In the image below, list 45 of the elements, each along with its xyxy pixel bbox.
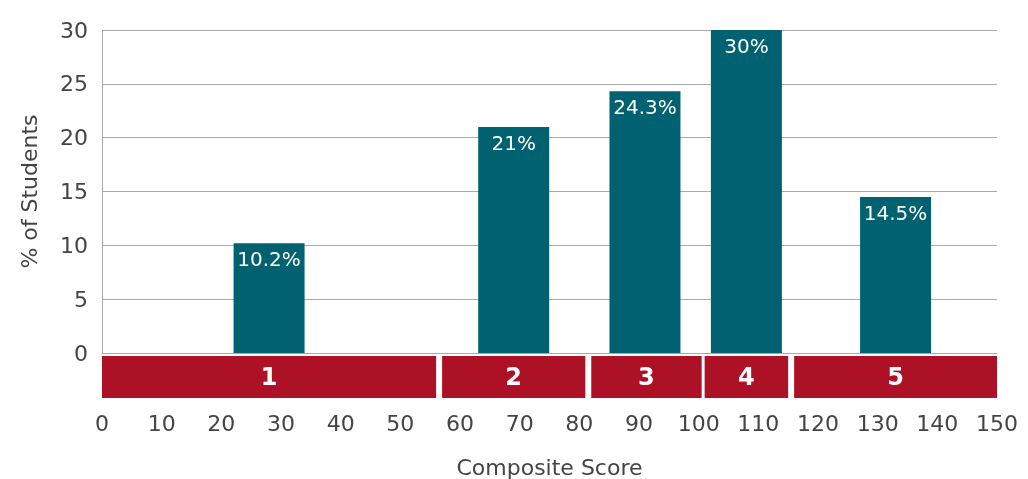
x-tick-label: 120	[797, 410, 839, 436]
series-label: 2	[505, 363, 523, 391]
bar	[442, 356, 586, 398]
bar	[591, 356, 702, 398]
data-label: 14.5%	[863, 200, 928, 225]
series-label: 1	[260, 363, 278, 391]
data-label: 10.2%	[237, 247, 301, 272]
series-label: 4	[738, 363, 755, 391]
x-tick-label: 80	[565, 410, 594, 436]
series-label: 3	[638, 363, 655, 391]
x-tick-label: 30	[267, 410, 295, 436]
y-axis-title: % of Students	[16, 114, 42, 269]
bar	[710, 30, 782, 353]
x-tick-label: 20	[207, 410, 236, 436]
y-tick-label: 5	[74, 286, 88, 312]
y-tick-label: 0	[74, 340, 88, 366]
bar	[794, 356, 997, 398]
x-tick-label: 90	[625, 410, 653, 436]
x-tick-label: 110	[737, 410, 780, 436]
x-tick-label: 60	[446, 410, 474, 436]
x-tick-label: 70	[505, 410, 534, 436]
y-tick-label: 25	[60, 71, 88, 97]
y-tick-label: 30	[60, 17, 88, 43]
x-tick-label: 50	[386, 410, 415, 436]
y-tick-label: 10	[60, 232, 88, 258]
data-label: 21%	[491, 130, 536, 155]
bar	[609, 91, 681, 353]
x-tick-label: 100	[677, 410, 720, 436]
y-tick-label: 20	[60, 125, 88, 151]
x-tick-label: 150	[976, 410, 1018, 436]
x-tick-label: 130	[856, 410, 899, 436]
bar	[860, 196, 932, 353]
bar	[704, 356, 789, 398]
series-label: 5	[887, 363, 904, 391]
bar	[233, 243, 305, 353]
x-tick-label: 140	[916, 410, 959, 436]
x-axis-title: Composite Score	[456, 454, 643, 479]
x-tick-label: 0	[95, 410, 109, 436]
bar	[102, 356, 437, 398]
x-tick-label: 40	[326, 410, 355, 436]
y-tick-label: 15	[60, 179, 88, 204]
data-label: 24.3%	[613, 95, 677, 120]
bar	[478, 126, 550, 353]
data-label: 30%	[724, 34, 769, 58]
x-tick-label: 10	[147, 410, 176, 436]
